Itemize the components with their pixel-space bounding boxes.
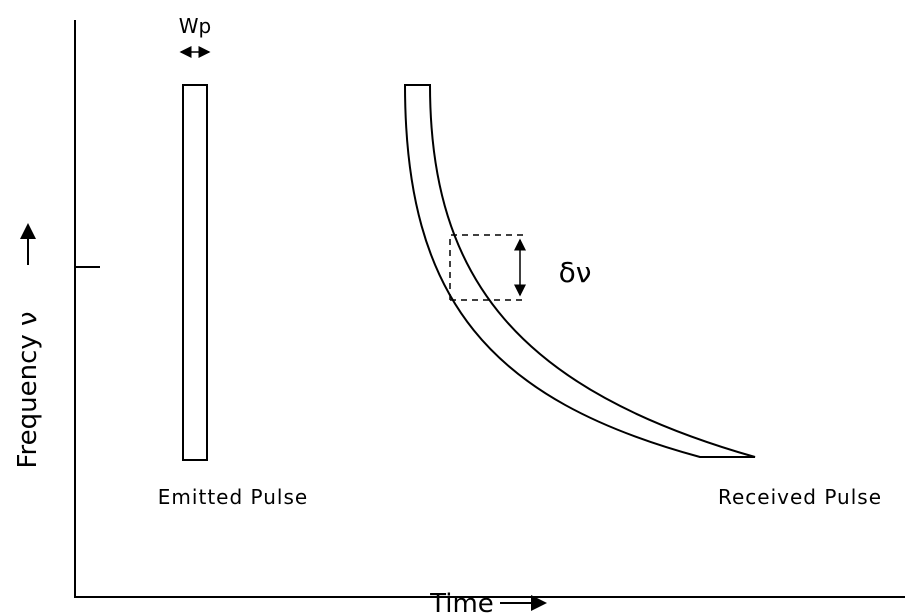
received-pulse (403, 84, 756, 458)
emitted-pulse (182, 84, 208, 461)
width-label: Wp (179, 14, 211, 38)
spread-box (449, 234, 525, 301)
emitted-label: Emitted Pulse (158, 485, 308, 509)
x-axis-label: Time (429, 589, 494, 616)
spread-label: δν (559, 256, 592, 289)
axes (74, 20, 905, 598)
y-axis-label: Frequency ν (13, 311, 43, 468)
received-label: Received Pulse (718, 485, 882, 509)
